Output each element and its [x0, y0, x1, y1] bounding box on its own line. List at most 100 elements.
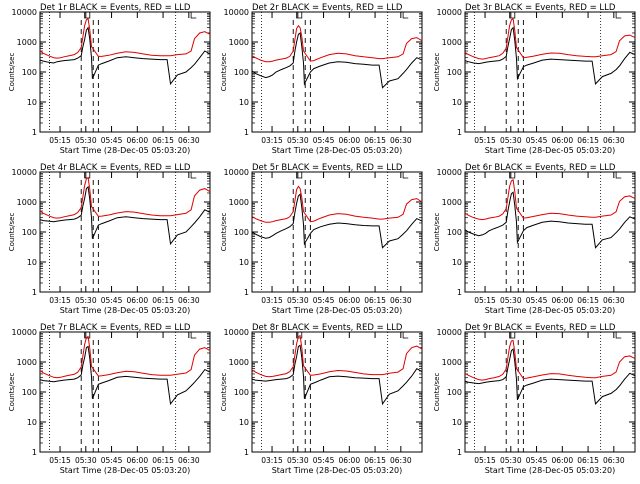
chart-panel: 1 10 100 1000 10000 05:15 05:30 05:45 06:00 06:15… [433, 163, 636, 315]
x-tick-label: 05:30 [287, 296, 309, 305]
x-tick-label: 06:00 [338, 296, 360, 305]
top-interval-marker [296, 172, 303, 179]
series-line-events [464, 348, 636, 405]
y-tick-label: 1 [32, 448, 37, 457]
chart-panel: 1 10 100 1000 10000 05:15 05:30 05:45 06:00 06:15… [433, 3, 636, 155]
y-tick-label: 10000 [437, 328, 462, 337]
plot-frame [464, 11, 636, 133]
x-tick-label: 06:30 [178, 456, 200, 465]
y-tick-label: 100 [234, 68, 249, 77]
y-tick-label: 100 [234, 388, 249, 397]
x-tick-label: 05:45 [526, 456, 548, 465]
x-tick-label: 05:45 [313, 296, 335, 305]
x-tick-label: 06:00 [126, 296, 148, 305]
y-tick-label: 10000 [437, 168, 462, 177]
x-axis-label: Start Time (28-Dec-05 05:03:20) [272, 466, 403, 475]
y-tick-label: 100 [447, 228, 462, 237]
chart-panel: 1 10 100 1000 10000 03:15 05:30 05:45 06:00 06:15… [220, 323, 423, 475]
y-tick-label: 1 [244, 448, 249, 457]
y-axis-label: Counts/sec [220, 373, 228, 412]
x-tick-label: 06:00 [551, 136, 573, 145]
x-tick-label: 06:00 [551, 296, 573, 305]
y-tick-label: 1 [457, 128, 462, 137]
top-interval-marker [84, 332, 91, 339]
series-line-lld [39, 17, 211, 59]
x-tick-label: 06:15 [577, 136, 599, 145]
x-axis-label: Start Time (28-Dec-05 05:03:20) [60, 306, 191, 315]
y-tick-label: 10 [239, 418, 249, 427]
top-interval-marker [190, 12, 197, 19]
plot-frame [464, 171, 636, 293]
x-tick-label: 06:00 [126, 456, 148, 465]
top-interval-marker [296, 332, 303, 339]
x-tick-label: 06:30 [178, 296, 200, 305]
y-tick-label: 100 [447, 68, 462, 77]
series-line-lld [464, 17, 636, 60]
y-tick-label: 10000 [12, 8, 37, 17]
top-interval-marker [615, 332, 622, 339]
x-tick-label: 06:15 [577, 456, 599, 465]
x-tick-label: 05:15 [474, 456, 496, 465]
x-tick-label: 06:30 [178, 136, 200, 145]
x-tick-label: 05:45 [313, 456, 335, 465]
x-tick-label: 05:45 [101, 456, 123, 465]
y-tick-label: 10 [452, 418, 462, 427]
x-tick-label: 05:15 [49, 136, 71, 145]
chart-panel: 1 10 100 1000 10000 03:15 05:30 05:45 06:00 06:15… [220, 3, 423, 155]
series-line-events [464, 26, 636, 85]
chart-title: Det 9r BLACK = Events, RED = LLD [465, 323, 616, 333]
y-axis-label: Counts/sec [433, 213, 441, 252]
y-tick-label: 10 [27, 258, 37, 267]
plot-frame [251, 331, 423, 453]
x-tick-label: 06:30 [603, 136, 625, 145]
top-interval-marker [509, 12, 516, 19]
y-tick-label: 100 [234, 228, 249, 237]
series-line-events [251, 32, 423, 89]
series-line-lld [251, 24, 423, 63]
x-tick-label: 03:15 [261, 136, 283, 145]
top-interval-marker [402, 12, 409, 19]
top-interval-marker [84, 12, 91, 19]
x-tick-label: 03:15 [49, 296, 71, 305]
y-tick-label: 1000 [17, 198, 37, 207]
x-axis-label: Start Time (28-Dec-05 05:03:20) [272, 146, 403, 155]
y-tick-label: 1 [244, 288, 249, 297]
x-tick-label: 05:30 [287, 456, 309, 465]
y-tick-label: 10000 [12, 328, 37, 337]
chart-panel: 1 10 100 1000 10000 03:15 05:30 05:45 06:00 06:15… [220, 163, 423, 315]
series-line-events [39, 26, 211, 86]
x-tick-label: 06:30 [603, 456, 625, 465]
y-tick-label: 1000 [229, 198, 249, 207]
y-axis-label: Counts/sec [220, 213, 228, 252]
series-line-events [464, 191, 636, 249]
x-axis-label: Start Time (28-Dec-05 05:03:20) [272, 306, 403, 315]
x-tick-label: 06:30 [390, 296, 412, 305]
top-interval-marker [509, 332, 516, 339]
top-interval-marker [615, 172, 622, 179]
x-tick-label: 06:30 [390, 456, 412, 465]
series-line-lld [39, 176, 211, 219]
y-axis-label: Counts/sec [220, 53, 228, 92]
chart-title: Det 2r BLACK = Events, RED = LLD [252, 3, 403, 13]
y-tick-label: 1000 [17, 358, 37, 367]
x-axis-label: Start Time (28-Dec-05 05:03:20) [485, 306, 616, 315]
chart-title: Det 7r BLACK = Events, RED = LLD [40, 323, 191, 333]
chart-title: Det 6r BLACK = Events, RED = LLD [465, 163, 616, 173]
y-axis-label: Counts/sec [433, 53, 441, 92]
series-line-lld [251, 334, 423, 378]
y-tick-label: 1000 [442, 38, 462, 47]
y-tick-label: 10 [239, 258, 249, 267]
y-tick-label: 100 [22, 388, 37, 397]
x-tick-label: 06:00 [126, 136, 148, 145]
y-tick-label: 10000 [12, 168, 37, 177]
y-tick-label: 100 [22, 228, 37, 237]
y-axis-label: Counts/sec [8, 53, 16, 92]
x-tick-label: 06:15 [364, 136, 386, 145]
x-tick-label: 03:15 [261, 456, 283, 465]
series-line-events [39, 345, 211, 406]
x-tick-label: 06:00 [338, 456, 360, 465]
x-tick-label: 05:45 [526, 136, 548, 145]
x-tick-label: 05:30 [500, 296, 522, 305]
y-tick-label: 10000 [437, 8, 462, 17]
